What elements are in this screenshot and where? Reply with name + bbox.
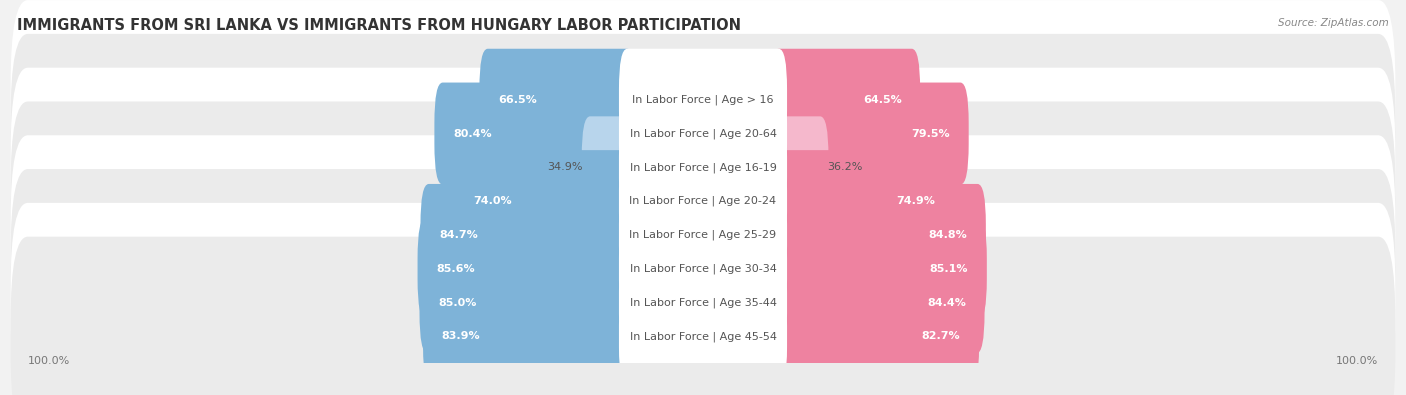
Text: In Labor Force | Age 45-54: In Labor Force | Age 45-54 — [630, 331, 776, 342]
Text: In Labor Force | Age 20-64: In Labor Force | Age 20-64 — [630, 128, 776, 139]
Text: 85.1%: 85.1% — [929, 264, 969, 274]
FancyBboxPatch shape — [770, 252, 984, 354]
FancyBboxPatch shape — [423, 285, 636, 387]
FancyBboxPatch shape — [619, 184, 787, 286]
Text: In Labor Force | Age 16-19: In Labor Force | Age 16-19 — [630, 162, 776, 173]
FancyBboxPatch shape — [11, 34, 1395, 233]
FancyBboxPatch shape — [770, 49, 920, 151]
FancyBboxPatch shape — [456, 150, 636, 252]
FancyBboxPatch shape — [619, 49, 787, 151]
FancyBboxPatch shape — [419, 252, 636, 354]
Text: In Labor Force | Age 25-29: In Labor Force | Age 25-29 — [630, 230, 776, 240]
Text: 34.9%: 34.9% — [547, 162, 583, 172]
FancyBboxPatch shape — [770, 218, 987, 320]
Text: 84.4%: 84.4% — [927, 297, 966, 308]
FancyBboxPatch shape — [11, 0, 1395, 199]
Text: In Labor Force | Age 30-34: In Labor Force | Age 30-34 — [630, 263, 776, 274]
FancyBboxPatch shape — [418, 218, 636, 320]
FancyBboxPatch shape — [770, 83, 969, 184]
FancyBboxPatch shape — [11, 135, 1395, 335]
FancyBboxPatch shape — [11, 237, 1395, 395]
FancyBboxPatch shape — [420, 184, 636, 286]
FancyBboxPatch shape — [11, 102, 1395, 301]
Text: 85.0%: 85.0% — [439, 297, 477, 308]
Text: 74.9%: 74.9% — [896, 196, 935, 206]
Text: 64.5%: 64.5% — [863, 95, 901, 105]
Legend: Immigrants from Sri Lanka, Immigrants from Hungary: Immigrants from Sri Lanka, Immigrants fr… — [513, 392, 893, 395]
Text: 84.7%: 84.7% — [439, 230, 478, 240]
FancyBboxPatch shape — [619, 218, 787, 320]
FancyBboxPatch shape — [770, 117, 828, 218]
FancyBboxPatch shape — [619, 285, 787, 387]
Text: 80.4%: 80.4% — [453, 129, 492, 139]
Text: 74.0%: 74.0% — [474, 196, 512, 206]
FancyBboxPatch shape — [582, 117, 636, 218]
FancyBboxPatch shape — [479, 49, 636, 151]
FancyBboxPatch shape — [770, 285, 979, 387]
FancyBboxPatch shape — [11, 169, 1395, 369]
Text: 36.2%: 36.2% — [827, 162, 862, 172]
Text: In Labor Force | Age > 16: In Labor Force | Age > 16 — [633, 94, 773, 105]
Text: 84.8%: 84.8% — [928, 230, 967, 240]
Text: 66.5%: 66.5% — [498, 95, 537, 105]
FancyBboxPatch shape — [11, 68, 1395, 267]
FancyBboxPatch shape — [619, 117, 787, 218]
Text: 100.0%: 100.0% — [1336, 356, 1378, 366]
Text: Source: ZipAtlas.com: Source: ZipAtlas.com — [1278, 18, 1389, 28]
FancyBboxPatch shape — [434, 83, 636, 184]
FancyBboxPatch shape — [619, 83, 787, 184]
Text: 82.7%: 82.7% — [922, 331, 960, 341]
Text: 85.6%: 85.6% — [436, 264, 475, 274]
FancyBboxPatch shape — [11, 203, 1395, 395]
Text: 100.0%: 100.0% — [28, 356, 70, 366]
FancyBboxPatch shape — [619, 150, 787, 252]
FancyBboxPatch shape — [770, 150, 953, 252]
FancyBboxPatch shape — [619, 252, 787, 354]
Text: In Labor Force | Age 35-44: In Labor Force | Age 35-44 — [630, 297, 776, 308]
Text: IMMIGRANTS FROM SRI LANKA VS IMMIGRANTS FROM HUNGARY LABOR PARTICIPATION: IMMIGRANTS FROM SRI LANKA VS IMMIGRANTS … — [17, 18, 741, 33]
Text: 83.9%: 83.9% — [441, 331, 481, 341]
FancyBboxPatch shape — [770, 184, 986, 286]
Text: In Labor Force | Age 20-24: In Labor Force | Age 20-24 — [630, 196, 776, 207]
Text: 79.5%: 79.5% — [911, 129, 950, 139]
